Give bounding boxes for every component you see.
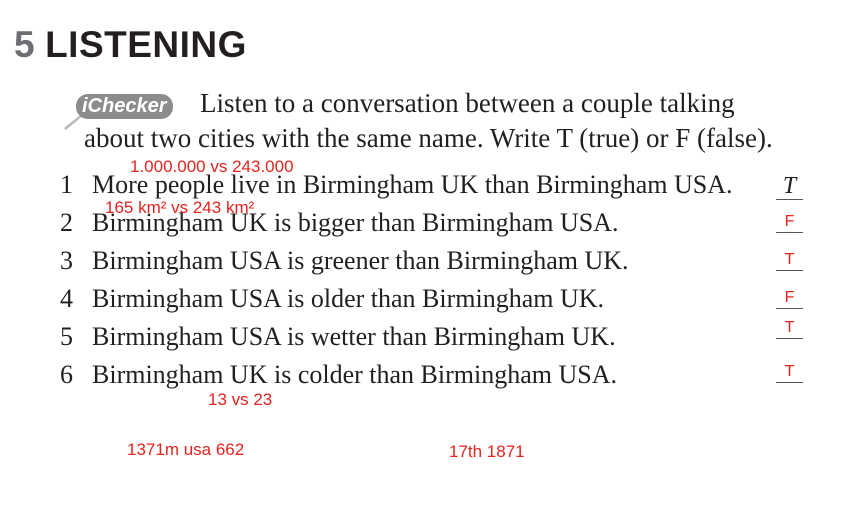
instruction-line-2: about two cities with the same name. Wri… — [84, 123, 773, 153]
note-rainfall: 1371m usa 662 — [127, 440, 245, 459]
statement-number: 1 — [60, 170, 73, 199]
statement-text: Birmingham USA is greener than Birmingha… — [92, 246, 629, 275]
answer-blank-5[interactable]: T — [776, 318, 803, 339]
statement-number: 2 — [60, 208, 73, 237]
note-temperature: 13 vs 23 — [208, 390, 273, 409]
instruction-line-1: Listen to a conversation between a coupl… — [200, 88, 735, 118]
answer-blank-6[interactable]: T — [776, 362, 803, 383]
answer-blank-3[interactable]: T — [776, 250, 803, 271]
statement-3: 3 Birmingham USA is greener than Birmingh… — [60, 246, 629, 276]
statement-6: 6 Birmingham UK is colder than Birmingham… — [60, 360, 617, 390]
note-area: 165 km² vs 243 km² — [105, 198, 255, 217]
statement-text: More people live in Birmingham UK than B… — [92, 170, 733, 199]
statement-text: Birmingham USA is wetter than Birmingham… — [92, 322, 616, 351]
statement-text: Birmingham UK is colder than Birmingham … — [92, 360, 618, 389]
answer-blank-4[interactable]: F — [776, 288, 803, 309]
statement-2: 2 Birmingham UK is bigger than Birmingham… — [60, 208, 618, 238]
note-founded: 17th 1871 — [449, 442, 525, 461]
statement-text: Birmingham UK is bigger than Birmingham … — [92, 208, 619, 237]
statement-number: 4 — [60, 284, 73, 313]
statement-1: 1 More people live in Birmingham UK than … — [60, 170, 733, 200]
statement-4: 4 Birmingham USA is older than Birmingham… — [60, 284, 604, 314]
exercise-title: LISTENING — [45, 24, 247, 65]
statement-number: 6 — [60, 360, 73, 389]
answer-blank-2[interactable]: F — [776, 212, 803, 233]
statement-5: 5 Birmingham USA is wetter than Birmingha… — [60, 322, 616, 352]
statement-text: Birmingham USA is older than Birmingham … — [92, 284, 605, 313]
statement-number: 3 — [60, 246, 73, 275]
ichecker-badge: iChecker — [76, 94, 173, 119]
statement-number: 5 — [60, 322, 73, 351]
exercise-heading: 5 LISTENING — [14, 24, 247, 66]
note-population: 1.000.000 vs 243.000 — [130, 157, 294, 176]
ichecker-logo: iChecker — [62, 90, 188, 130]
answer-blank-1[interactable]: T — [776, 173, 803, 200]
exercise-number: 5 — [14, 24, 36, 65]
